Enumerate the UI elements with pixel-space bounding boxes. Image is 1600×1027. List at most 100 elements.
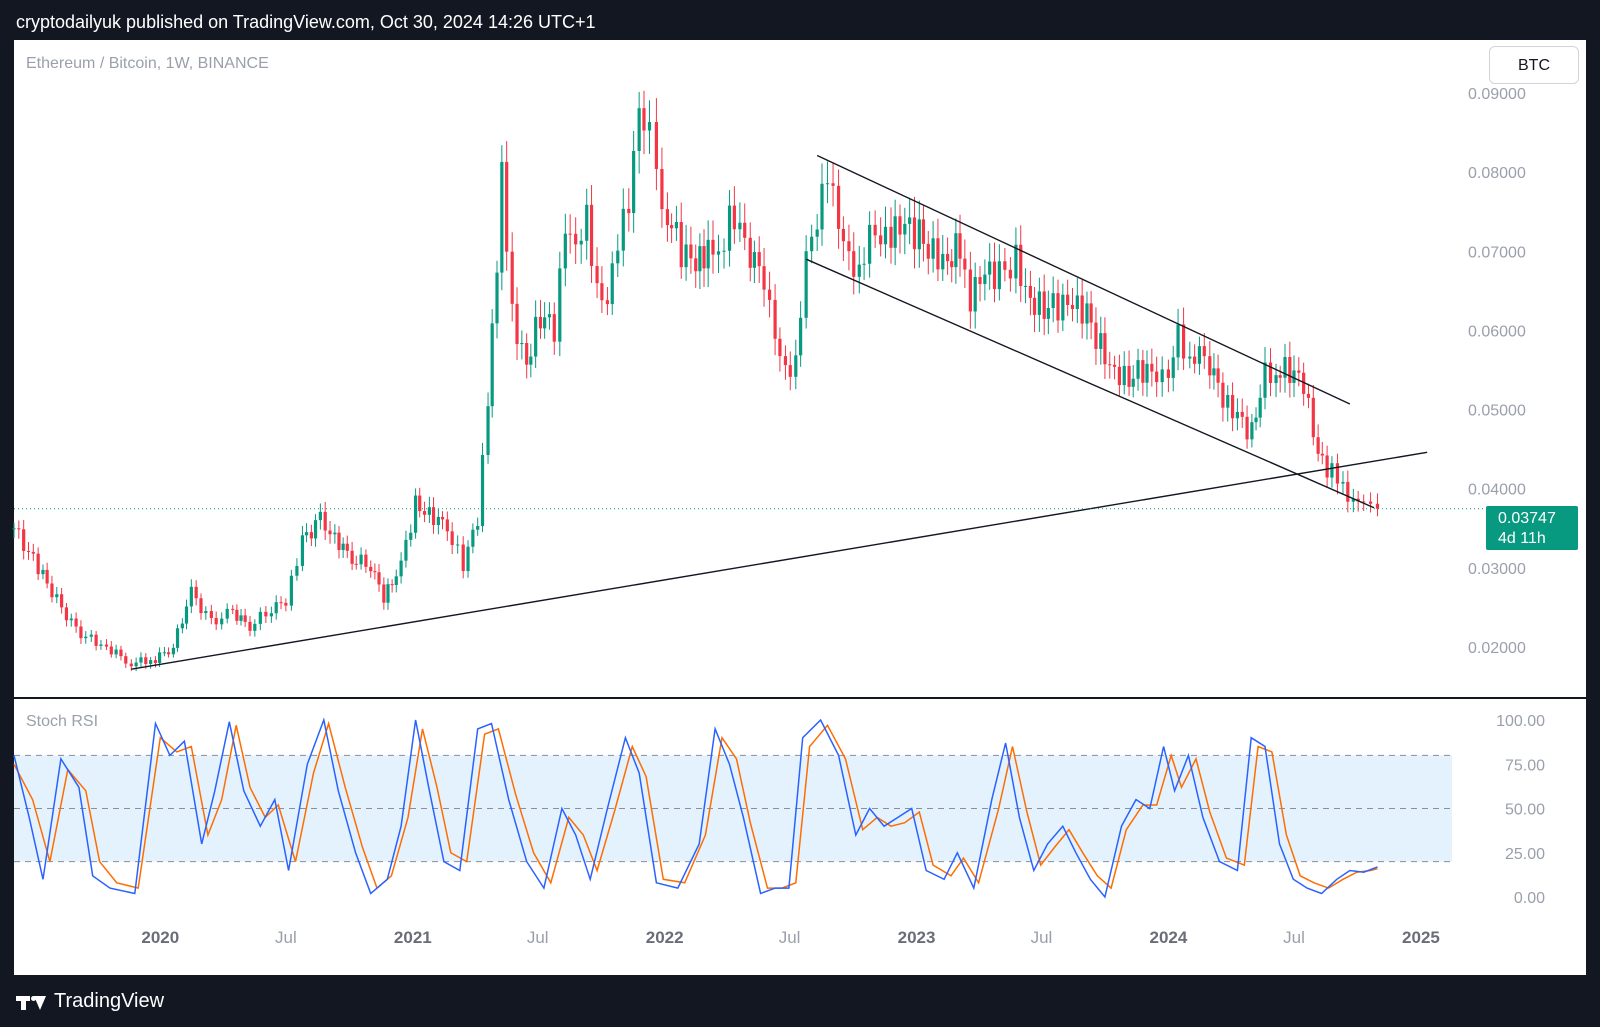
candle-body bbox=[1136, 360, 1140, 379]
candle-body bbox=[409, 532, 413, 540]
candle-body bbox=[647, 122, 652, 131]
candle-body bbox=[490, 323, 494, 407]
candle-body bbox=[767, 289, 772, 300]
candle-body bbox=[936, 238, 940, 270]
candle-body bbox=[84, 636, 88, 639]
candle-body bbox=[1235, 411, 1240, 419]
candle-body bbox=[585, 204, 589, 241]
stoch-axis-tick-label: 0.00 bbox=[1514, 890, 1545, 907]
candle-body bbox=[1122, 365, 1126, 386]
tradingview-logo[interactable]: TradingView bbox=[16, 990, 164, 1013]
candle-body bbox=[579, 240, 583, 245]
candle-body bbox=[359, 554, 363, 565]
candle-body bbox=[41, 569, 45, 575]
candle-body bbox=[1003, 261, 1007, 270]
candle-body bbox=[873, 224, 877, 236]
price-axis-tick-label: 0.07000 bbox=[1468, 244, 1526, 261]
candle-body bbox=[743, 222, 747, 238]
candle-body bbox=[1375, 503, 1380, 509]
time-axis-tick-label: Jul bbox=[1031, 928, 1053, 947]
candle-body bbox=[171, 647, 175, 655]
trendline-channel-bottom bbox=[805, 258, 1375, 509]
candle-body bbox=[908, 217, 912, 224]
candle-body bbox=[341, 543, 345, 551]
candle-body bbox=[757, 252, 761, 267]
candle-body bbox=[104, 644, 109, 647]
candle-body bbox=[139, 657, 143, 663]
candle-body bbox=[706, 239, 710, 269]
candle-body bbox=[22, 529, 26, 551]
candle-body bbox=[45, 569, 49, 584]
candle-body bbox=[674, 222, 679, 229]
price-axis-tick-label: 0.06000 bbox=[1468, 323, 1526, 340]
candle-body bbox=[973, 277, 977, 312]
candle-body bbox=[445, 519, 449, 532]
stoch-axis-tick-label: 75.00 bbox=[1505, 757, 1545, 774]
candle-body bbox=[679, 222, 683, 268]
candle-body bbox=[476, 526, 480, 530]
candle-body bbox=[69, 618, 73, 621]
candle-body bbox=[225, 608, 229, 619]
candle-body bbox=[563, 233, 567, 269]
candle-body bbox=[1240, 411, 1244, 417]
candle-body bbox=[1008, 269, 1012, 279]
candle-body bbox=[841, 228, 846, 242]
candle-body bbox=[55, 594, 59, 598]
candle-body bbox=[1061, 294, 1065, 321]
candle-body bbox=[1297, 370, 1301, 373]
candle-body bbox=[825, 183, 830, 185]
last-price-tag: 0.03747 4d 11h bbox=[1486, 506, 1578, 550]
candle-body bbox=[1283, 357, 1287, 378]
candle-body bbox=[669, 225, 674, 229]
candle-body bbox=[1037, 291, 1041, 315]
candle-body bbox=[461, 544, 465, 572]
currency-button[interactable]: BTC bbox=[1489, 46, 1579, 84]
candle-body bbox=[931, 238, 935, 259]
candle-body bbox=[204, 611, 208, 614]
candle-body bbox=[762, 266, 766, 290]
candle-body bbox=[903, 223, 907, 235]
candle-body bbox=[1023, 285, 1028, 287]
candle-body bbox=[194, 586, 198, 599]
candle-body bbox=[328, 530, 332, 535]
candle-body bbox=[621, 208, 625, 251]
candle-body bbox=[323, 511, 327, 531]
candle-body bbox=[684, 244, 688, 268]
stoch-series-D bbox=[13, 720, 1378, 890]
candle-body bbox=[114, 649, 118, 655]
candle-body bbox=[1094, 322, 1098, 349]
candle-body bbox=[945, 253, 950, 262]
candle-body bbox=[466, 546, 470, 572]
candle-body bbox=[471, 529, 475, 547]
candle-body bbox=[520, 343, 524, 345]
candle-body bbox=[912, 217, 917, 250]
candle-body bbox=[1221, 382, 1225, 408]
candle-body bbox=[64, 607, 69, 621]
candle-body bbox=[1028, 285, 1032, 298]
candle-body bbox=[804, 251, 808, 318]
candle-body bbox=[1131, 378, 1135, 387]
time-axis-tick-label: Jul bbox=[527, 928, 549, 947]
candle-body bbox=[12, 528, 16, 530]
candle-body bbox=[144, 657, 148, 664]
candle-body bbox=[50, 583, 54, 598]
candle-body bbox=[1351, 498, 1355, 502]
candle-body bbox=[815, 229, 819, 237]
candle-body bbox=[134, 662, 138, 667]
candle-body bbox=[486, 406, 490, 455]
candle-body bbox=[124, 656, 128, 664]
candle-body bbox=[889, 226, 893, 248]
candle-body bbox=[883, 226, 888, 245]
candle-body bbox=[654, 122, 659, 169]
candle-body bbox=[1193, 356, 1197, 364]
candle-body bbox=[1302, 372, 1306, 394]
candle-body bbox=[1108, 364, 1112, 366]
candle-body bbox=[1112, 364, 1117, 367]
candle-body bbox=[1250, 422, 1254, 440]
candle-body bbox=[1032, 297, 1037, 315]
candle-body bbox=[610, 263, 614, 305]
candle-body bbox=[1070, 305, 1075, 309]
candle-body bbox=[495, 272, 499, 324]
candle-body bbox=[1316, 437, 1320, 454]
